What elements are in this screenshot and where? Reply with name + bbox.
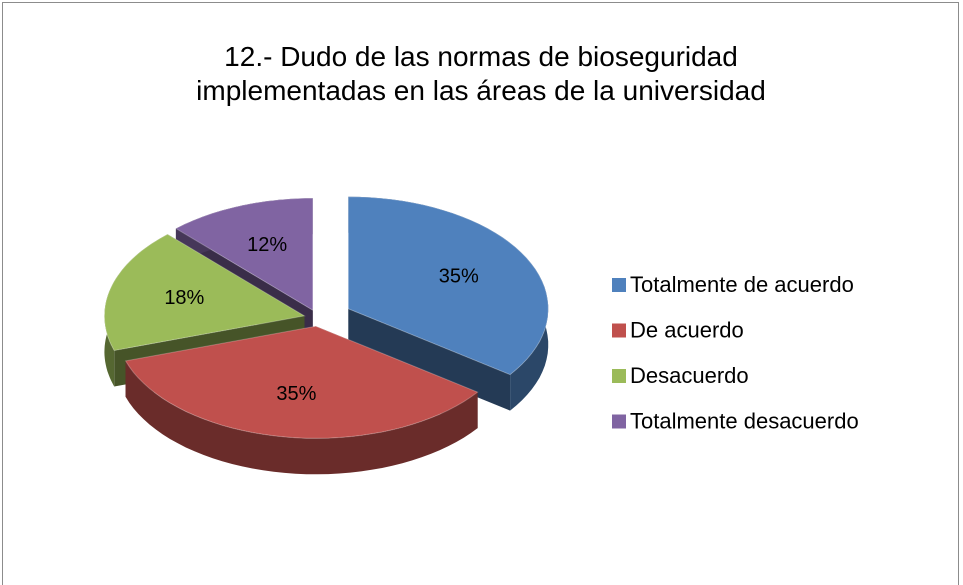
legend-swatch xyxy=(612,414,626,429)
data-label: 35% xyxy=(439,265,479,287)
data-label: 12% xyxy=(247,234,287,256)
slice xyxy=(174,197,314,312)
slice xyxy=(124,325,479,439)
legend-label: Desacuerdo xyxy=(630,363,749,388)
data-label: 18% xyxy=(164,287,204,309)
legend-label: De acuerdo xyxy=(630,317,744,342)
data-label: 35% xyxy=(276,383,316,405)
slice-side xyxy=(125,360,478,475)
legend-label: Totalmente desacuerdo xyxy=(630,408,859,433)
chart-title: 12.- Dudo de las normas de bioseguridad … xyxy=(196,41,766,106)
slice xyxy=(103,233,306,352)
slice xyxy=(347,196,549,376)
legend-swatch xyxy=(612,278,626,292)
legend-label: Totalmente de acuerdo xyxy=(630,272,854,297)
slice-side xyxy=(348,308,511,411)
legend-swatch xyxy=(612,369,626,383)
legend-swatch xyxy=(612,323,626,338)
